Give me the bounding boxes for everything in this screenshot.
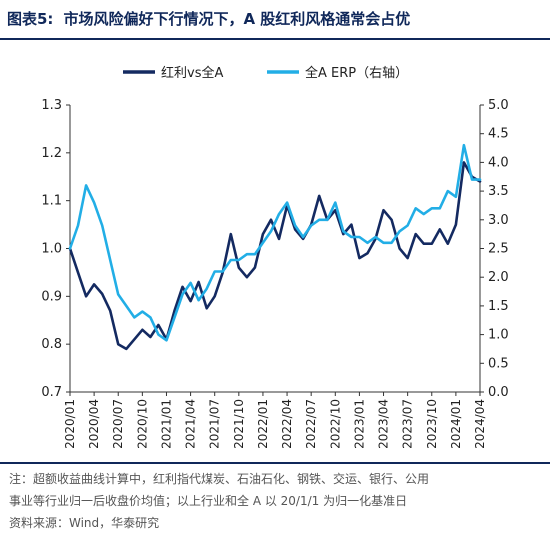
y-left-tick-label: 0.7 bbox=[41, 385, 62, 400]
x-tick-label: 2023/07 bbox=[401, 399, 415, 449]
x-tick-label: 2020/01 bbox=[63, 399, 77, 449]
y-right-tick-label: 4.5 bbox=[488, 127, 509, 142]
x-tick-label: 2023/10 bbox=[425, 399, 439, 449]
y-left-tick-label: 1.3 bbox=[41, 98, 62, 113]
x-tick-label: 2020/10 bbox=[135, 399, 149, 449]
title-rule bbox=[0, 38, 550, 40]
x-tick-label: 2021/04 bbox=[184, 399, 198, 449]
line-chart: 0.7 0.8 0.9 1.0 1.1 1.2 1.3 0.0 0.5 1.0 1.5 2.0 2.5 3… bbox=[41, 65, 509, 449]
figure-label: 图表5: bbox=[7, 10, 54, 28]
y-right-tick-label: 2.5 bbox=[488, 242, 509, 257]
y-right-tick-label: 3.0 bbox=[488, 213, 509, 228]
x-tick-label: 2022/10 bbox=[328, 399, 342, 449]
x-tick-label: 2021/07 bbox=[208, 399, 222, 449]
y-left-tick-label: 0.8 bbox=[41, 337, 62, 352]
y-right-tick-label: 0.0 bbox=[488, 385, 509, 400]
y-left-tick-label: 1.2 bbox=[41, 146, 62, 161]
y-right-tick-label: 2.0 bbox=[488, 270, 509, 285]
y-right-tick-label: 1.5 bbox=[488, 299, 509, 314]
y-right-tick-label: 1.0 bbox=[488, 328, 509, 343]
x-tick-label: 2022/07 bbox=[304, 399, 318, 449]
y-left-tick-label: 1.1 bbox=[41, 194, 62, 209]
series-line-dividend-vs-all-a bbox=[68, 161, 482, 351]
note-line-2: 事业等行业归一后收盘价均值；以上行业和全 A 以 20/1/1 为归一化基准日 bbox=[9, 494, 408, 508]
series-line-all-a-erp bbox=[68, 143, 482, 342]
x-tick-label: 2020/04 bbox=[87, 399, 101, 449]
x-tick-label: 2022/01 bbox=[256, 399, 270, 449]
y-right-tick-label: 0.5 bbox=[488, 356, 509, 371]
legend-label-dividend: 红利vs全A bbox=[161, 65, 223, 81]
y-left-tick-label: 1.0 bbox=[41, 242, 62, 257]
x-tick-label: 2021/10 bbox=[232, 399, 246, 449]
x-tick-label: 2021/01 bbox=[159, 399, 173, 449]
notes-rule bbox=[0, 462, 550, 464]
x-tick-label: 2020/07 bbox=[111, 399, 125, 449]
figure-title: 图表5: 市场风险偏好下行情况下，A 股红利风格通常会占优 bbox=[7, 8, 410, 29]
x-tick-label: 2024/04 bbox=[473, 399, 487, 449]
x-tick-label: 2023/01 bbox=[352, 399, 366, 449]
x-tick-label: 2023/04 bbox=[377, 399, 391, 449]
y-right-tick-label: 3.5 bbox=[488, 184, 509, 199]
note-line-1: 注：超额收益曲线计算中，红利指代煤炭、石油石化、钢铁、交运、银行、公用 bbox=[9, 472, 430, 486]
figure-title-text: 市场风险偏好下行情况下，A 股红利风格通常会占优 bbox=[63, 10, 411, 28]
y-right-tick-label: 4.0 bbox=[488, 155, 509, 170]
x-tick-label: 2024/01 bbox=[449, 399, 463, 449]
source-note: 资料来源：Wind，华泰研究 bbox=[9, 516, 160, 530]
y-right-tick-label: 5.0 bbox=[488, 98, 509, 113]
x-tick-label: 2022/04 bbox=[280, 399, 294, 449]
y-left-tick-label: 0.9 bbox=[41, 289, 62, 304]
legend-label-erp: 全A ERP（右轴） bbox=[305, 65, 408, 81]
